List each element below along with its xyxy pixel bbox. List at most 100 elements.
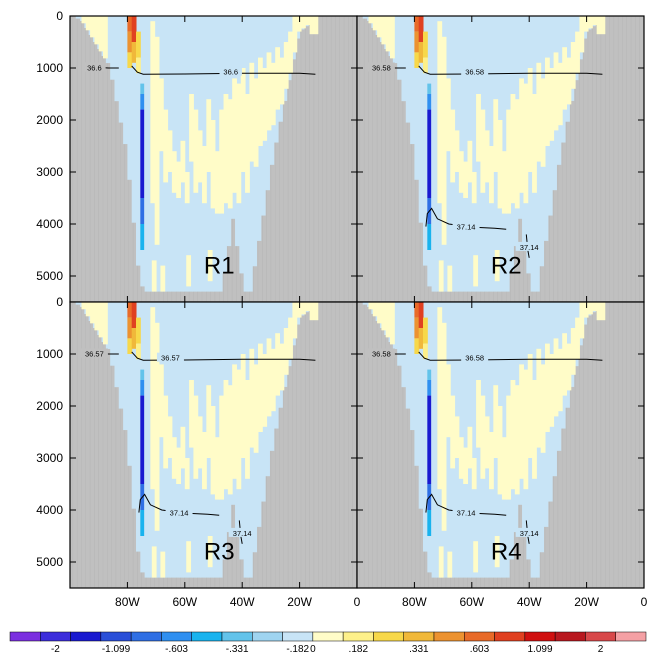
anomaly-cell bbox=[523, 83, 529, 204]
anomaly-cell bbox=[480, 395, 486, 479]
anomaly-cell bbox=[214, 151, 220, 214]
anomaly-cell bbox=[458, 437, 464, 479]
ocean-column bbox=[392, 302, 398, 350]
anomaly-cell bbox=[240, 354, 246, 458]
anomaly-cell bbox=[184, 458, 190, 490]
anomaly-cell bbox=[202, 146, 207, 204]
anomaly-cell bbox=[150, 307, 156, 490]
anomaly-cell bbox=[377, 302, 382, 324]
warm-anomaly-cell bbox=[418, 16, 424, 42]
anomaly-cell bbox=[441, 36, 447, 245]
colorbar-box bbox=[252, 631, 283, 642]
anomaly-cell bbox=[579, 16, 585, 53]
anomaly-cell bbox=[390, 16, 395, 59]
panel-label: R1 bbox=[204, 252, 235, 279]
colorbar-box bbox=[373, 631, 404, 642]
cold-anomaly-cell bbox=[140, 198, 145, 224]
anomaly-cell bbox=[506, 395, 512, 500]
anomaly-cell bbox=[437, 21, 443, 204]
cold-anomaly-cell bbox=[427, 224, 432, 250]
anomaly-cell bbox=[158, 364, 164, 438]
anomaly-cell bbox=[523, 369, 529, 490]
cold-anomaly-cell bbox=[427, 83, 432, 94]
anomaly-cell bbox=[90, 302, 95, 324]
anomaly-cell bbox=[596, 302, 606, 321]
anomaly-cell bbox=[372, 302, 378, 317]
contour-label: 36.6 bbox=[87, 64, 102, 73]
contour-label-bg bbox=[367, 348, 395, 358]
anomaly-cell bbox=[473, 541, 479, 573]
cold-anomaly-cell bbox=[427, 510, 432, 536]
contour-label-bg bbox=[83, 62, 106, 72]
contour-label: 36.6 bbox=[223, 68, 238, 77]
anomaly-cell bbox=[184, 172, 190, 204]
colorbar-label: 1.099 bbox=[527, 644, 552, 655]
colorbar-box bbox=[282, 631, 314, 642]
anomaly-cell bbox=[309, 16, 319, 35]
contour-label-bg bbox=[219, 66, 242, 76]
y-tick-label: 2000 bbox=[36, 399, 63, 413]
contour-label: 37.14 bbox=[457, 509, 476, 518]
contour-label: 36.58 bbox=[465, 354, 484, 363]
anomaly-cell bbox=[232, 78, 237, 193]
anomaly-cell bbox=[81, 302, 87, 310]
contour-label-bg bbox=[156, 352, 184, 362]
ocean-column bbox=[431, 302, 437, 578]
warm-anomaly-cell bbox=[414, 31, 420, 53]
anomaly-cell bbox=[249, 62, 255, 162]
anomaly-cell bbox=[575, 31, 580, 74]
x-tick-label: 60W bbox=[459, 595, 484, 609]
warm-anomaly-cell bbox=[127, 317, 133, 339]
anomaly-cell bbox=[549, 68, 555, 141]
colorbar-box bbox=[312, 631, 344, 642]
ocean-column bbox=[136, 16, 141, 266]
anomaly-cell bbox=[189, 94, 194, 162]
panel-r3: 36.57 36.5737.1437.14R3010002000300040005… bbox=[36, 295, 360, 609]
anomaly-cell bbox=[163, 395, 169, 469]
anomaly-cell bbox=[176, 161, 181, 198]
y-tick-label: 3000 bbox=[36, 165, 63, 179]
ocean-column bbox=[110, 302, 115, 366]
anomaly-cell bbox=[438, 260, 444, 292]
anomaly-cell bbox=[377, 16, 382, 38]
anomaly-cell bbox=[81, 16, 87, 24]
cold-anomaly-cell bbox=[140, 510, 145, 536]
anomaly-cell bbox=[557, 348, 563, 412]
anomaly-cell bbox=[193, 395, 199, 479]
ocean-column bbox=[362, 302, 368, 305]
ocean-column bbox=[118, 16, 124, 123]
anomaly-cell bbox=[90, 16, 95, 38]
anomaly-cell bbox=[223, 380, 229, 490]
ocean-column bbox=[174, 302, 180, 578]
contour-label-bg bbox=[515, 241, 543, 251]
anomaly-cell bbox=[292, 16, 298, 53]
anomaly-cell bbox=[480, 109, 486, 193]
anomaly-cell bbox=[249, 348, 255, 448]
warm-anomaly-cell bbox=[414, 52, 420, 68]
ocean-column bbox=[131, 302, 137, 509]
anomaly-cell bbox=[163, 109, 169, 183]
anomaly-cell bbox=[186, 255, 192, 287]
anomaly-cell bbox=[167, 130, 173, 172]
anomaly-cell bbox=[579, 302, 585, 339]
anomaly-cell bbox=[270, 348, 276, 412]
anomaly-cell bbox=[85, 302, 91, 317]
anomaly-cell bbox=[390, 302, 395, 345]
colorbar-box bbox=[494, 631, 526, 642]
anomaly-cell bbox=[227, 99, 233, 209]
anomaly-cell bbox=[206, 99, 212, 172]
ocean-column bbox=[105, 302, 111, 350]
anomaly-cell bbox=[484, 416, 490, 469]
contour-label-bg bbox=[461, 66, 489, 76]
anomaly-cell bbox=[463, 447, 468, 484]
anomaly-cell bbox=[275, 333, 281, 396]
anomaly-cell bbox=[489, 432, 494, 490]
ocean-column bbox=[114, 302, 120, 388]
colorbar-box bbox=[161, 631, 192, 642]
contour-label: 36.57 bbox=[161, 354, 180, 363]
anomaly-cell bbox=[240, 68, 246, 172]
warm-anomaly-cell bbox=[414, 338, 420, 354]
y-tick-label: 1000 bbox=[36, 61, 63, 75]
warm-anomaly-cell bbox=[414, 16, 420, 32]
deep-contour-line bbox=[138, 493, 220, 516]
